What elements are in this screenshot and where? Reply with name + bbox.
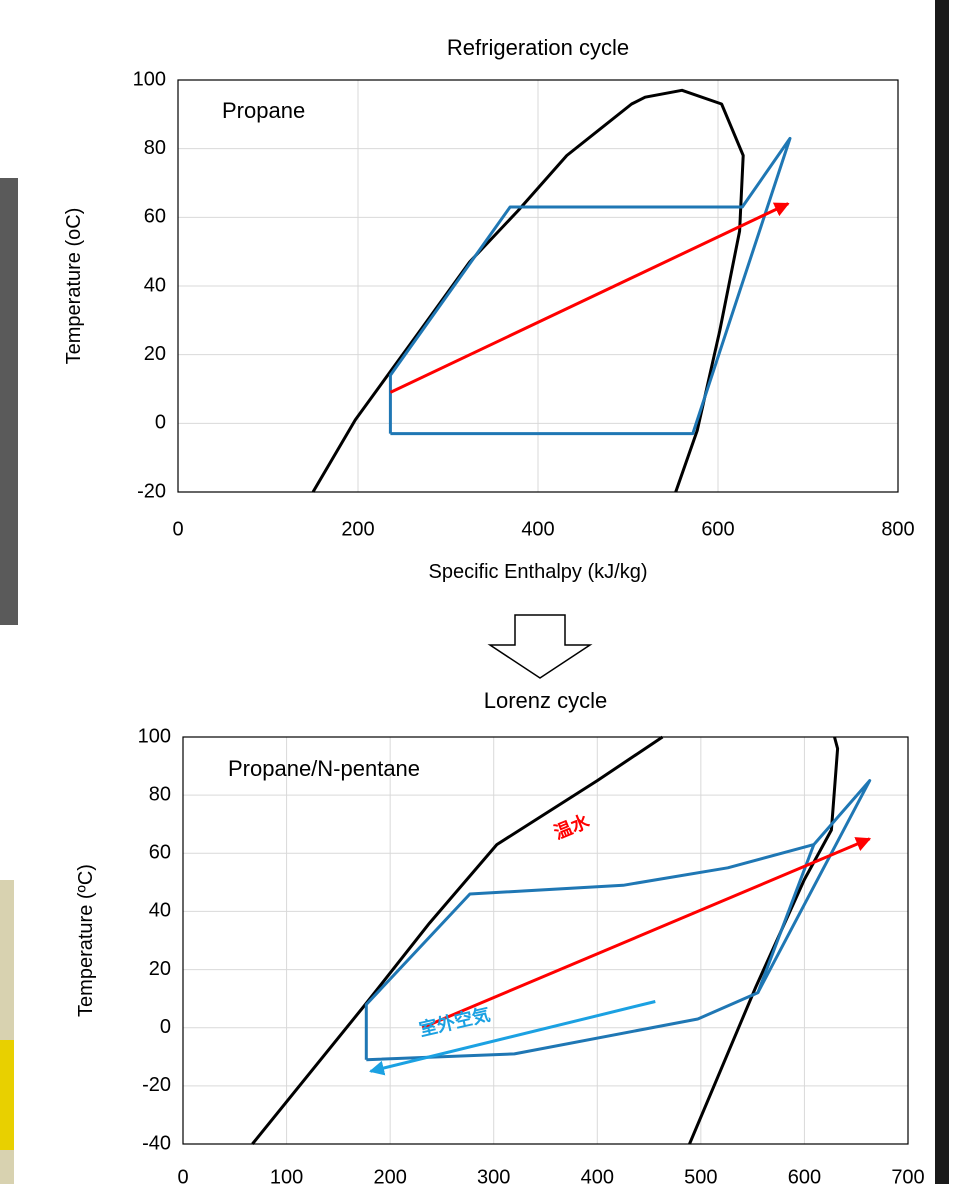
annotation: Propane/N-pentane	[228, 756, 420, 781]
y-tick-label: 20	[144, 343, 166, 365]
photo-strip	[0, 1040, 14, 1150]
arrow	[389, 202, 790, 394]
side-bar	[935, 0, 949, 1184]
y-tick-label: 20	[149, 958, 171, 980]
y-tick-label: 40	[144, 274, 166, 296]
x-tick-label: 600	[701, 518, 734, 540]
chart-title: Refrigeration cycle	[447, 35, 629, 60]
chart-title: Lorenz cycle	[484, 688, 608, 713]
x-tick-label: 100	[270, 1166, 303, 1184]
y-tick-label: 0	[160, 1016, 171, 1038]
y-tick-label: -40	[142, 1132, 171, 1154]
plot-frame	[177, 79, 899, 493]
y-tick-label: -20	[142, 1074, 171, 1096]
photo-strip	[0, 178, 18, 625]
y-tick-label: 100	[133, 68, 166, 90]
plot-frame	[182, 736, 909, 1145]
x-tick-label: 0	[172, 518, 183, 540]
y-axis-label: Temperature (oC)	[63, 208, 85, 365]
x-tick-label: 200	[373, 1166, 406, 1184]
x-tick-label: 200	[341, 518, 374, 540]
series-line	[388, 136, 792, 436]
x-tick-label: 700	[891, 1166, 924, 1184]
x-tick-label: 600	[788, 1166, 821, 1184]
series-line	[756, 844, 816, 994]
down-arrow	[487, 614, 593, 679]
y-tick-label: 60	[149, 842, 171, 864]
series-line	[311, 88, 745, 493]
x-axis-label: Specific Enthalpy (kJ/kg)	[429, 561, 648, 583]
y-axis-label: Temperature (ºC)	[75, 864, 97, 1017]
y-tick-label: 40	[149, 900, 171, 922]
annotation: Propane	[222, 98, 305, 123]
x-tick-label: 0	[177, 1166, 188, 1184]
x-tick-label: 400	[581, 1166, 614, 1184]
y-tick-label: -20	[137, 480, 166, 502]
series-line	[688, 736, 840, 1145]
y-tick-label: 60	[144, 206, 166, 228]
y-tick-label: 80	[144, 137, 166, 159]
y-tick-label: 0	[155, 412, 166, 434]
series-line	[251, 735, 664, 1145]
arrow	[421, 837, 872, 1030]
x-tick-label: 400	[521, 518, 554, 540]
arrow	[369, 1000, 656, 1076]
annotation: 温水	[551, 810, 594, 844]
annotation: 室外空気	[417, 1003, 492, 1041]
y-tick-label: 100	[138, 725, 171, 747]
y-tick-label: 80	[149, 783, 171, 805]
x-tick-label: 300	[477, 1166, 510, 1184]
x-tick-label: 500	[684, 1166, 717, 1184]
x-tick-label: 800	[881, 518, 914, 540]
